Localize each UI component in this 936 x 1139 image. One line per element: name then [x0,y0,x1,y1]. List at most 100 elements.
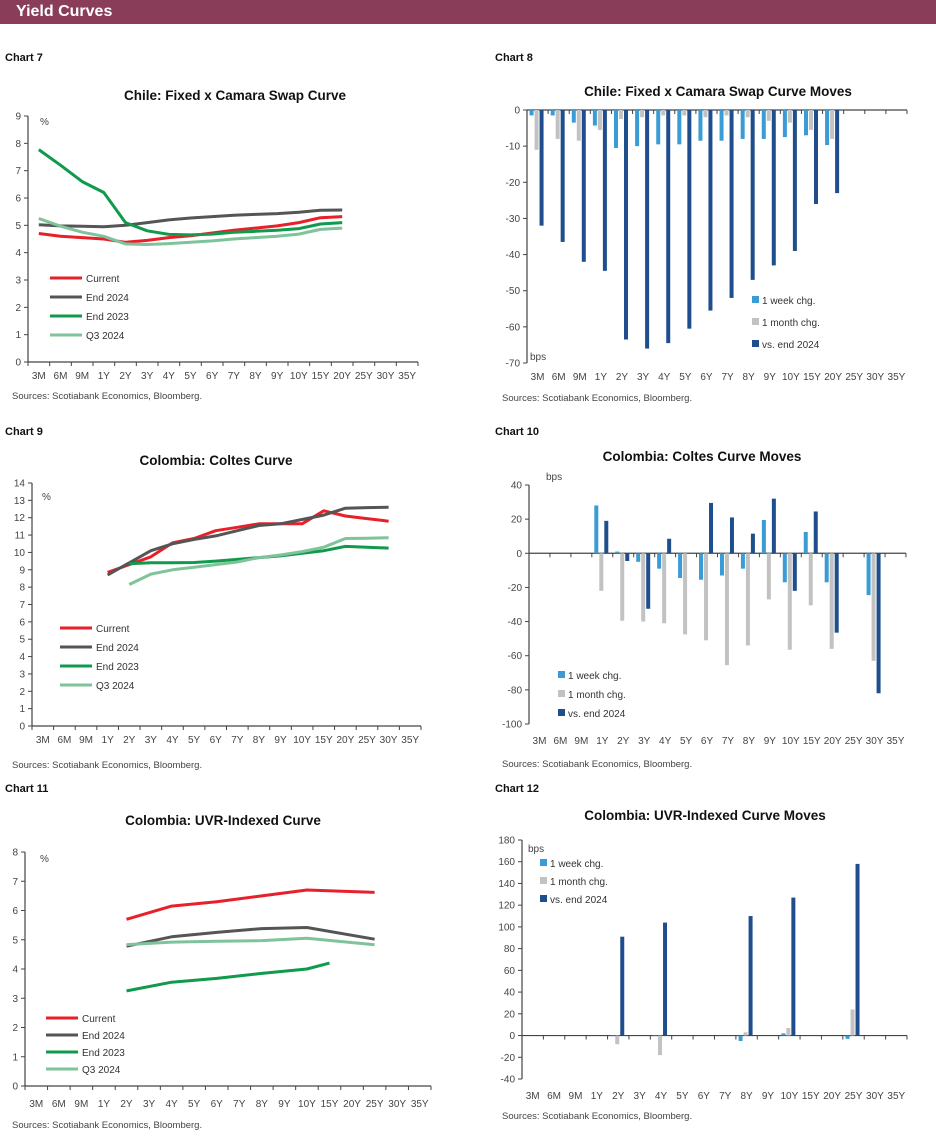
bar-1-month-chg- [704,553,709,641]
source-note: Sources: Scotiabank Economics, Bloomberg… [502,1111,692,1122]
bar-1-month-chg- [619,110,623,120]
series-line-end-2023 [126,961,330,993]
legend-label: Q3 2024 [86,331,125,342]
y-tick-label: 0 [514,106,520,117]
chart-colombia-coltes-curve: Colombia: Coltes Curve 0 1 2 3 4 5 6 7 8 9 10 11 12 13… [0,440,470,775]
x-tick-label: 20Y [824,372,842,383]
bar-1-week-chg- [845,1035,850,1039]
bar-vs-end-2024 [687,110,692,329]
bar-1-month-chg- [662,553,667,624]
x-tick-label: 25Y [845,736,863,747]
bar-vs-end-2024 [625,553,630,561]
legend-label: End 2023 [96,662,139,673]
legend-label: 1 month chg. [762,318,820,329]
y-tick-label: 1 [12,1052,18,1063]
x-tick-label: 10Y [298,1099,316,1110]
x-tick-label: 30Y [866,736,884,747]
y-tick-label: -60 [506,322,521,333]
x-tick-label: 9Y [274,735,287,746]
bar-1-week-chg- [825,110,830,146]
y-tick-label: 120 [498,901,515,912]
x-tick-label: 20Y [333,371,351,382]
y-tick-label: -50 [506,286,521,297]
bar-vs-end-2024 [602,110,607,271]
legend-label: Current [96,624,130,635]
x-tick-label: 35Y [398,371,416,382]
x-tick-label: 5Y [188,735,201,746]
bar-vs-end-2024 [791,897,796,1036]
x-tick-label: 1Y [98,371,111,382]
bar-1-week-chg- [866,553,871,596]
bar-1-week-chg- [550,110,555,116]
y-tick-label: 5 [19,635,25,646]
series-line-end-2024 [126,926,375,948]
x-tick-label: 15Y [315,735,333,746]
y-tick-label: 0 [19,722,25,733]
bar-1-week-chg- [738,1035,743,1041]
chart-8-label: Chart 8 [495,52,533,64]
chart-title: Colombia: Coltes Curve Moves [603,449,802,464]
y-tick-label: 2 [12,1023,18,1034]
x-tick-label: 8Y [249,371,262,382]
x-tick-label: 6Y [210,735,223,746]
chart-svg: Chile: Fixed x Camara Swap Curve Moves -7… [502,84,908,404]
y-tick-label: -20 [501,1053,516,1064]
legend-swatch [540,895,547,902]
bar-1-week-chg- [824,553,829,583]
bar-1-week-chg- [614,110,618,148]
x-tick-label: 20Y [823,1091,841,1102]
x-tick-label: 10Y [782,736,800,747]
bar-vs-end-2024 [855,863,860,1036]
bar-1-month-chg- [724,553,729,666]
x-tick-label: 25Y [366,1099,384,1110]
chart-chile-swap-curve: Chile: Fixed x Camara Swap Curve 0 1 2 3 4 5 6 7… [0,80,470,410]
legend-label: vs. end 2024 [550,895,608,906]
bar-1-month-chg- [534,110,539,150]
x-tick-label: 9M [75,371,89,382]
chart-9-label: Chart 9 [5,426,43,438]
x-tick-label: 9M [573,372,587,383]
legend-swatch [540,877,547,884]
x-tick-label: 6M [547,1091,561,1102]
bar-vs-end-2024 [581,110,586,262]
x-tick-label: 3M [32,371,46,382]
bar-vs-end-2024 [835,110,840,194]
bar-1-month-chg- [724,110,729,116]
x-tick-label: 15Y [802,1091,820,1102]
y-tick-label: 5 [12,935,18,946]
x-tick-label: 3Y [143,1099,156,1110]
bar-1-month-chg- [641,553,646,622]
x-tick-label: 6M [552,372,566,383]
bar-1-week-chg- [636,553,641,562]
y-tick-label: 7 [12,877,18,888]
legend-label: End 2024 [96,643,139,654]
bar-vs-end-2024 [750,110,755,280]
legend-label: Current [86,274,120,285]
x-tick-label: 35Y [887,736,905,747]
x-tick-label: 6Y [211,1099,224,1110]
bar-1-week-chg- [677,110,682,145]
legend-label: 1 week chg. [568,671,621,682]
x-tick-label: 3M [526,1091,540,1102]
x-tick-label: 1Y [595,372,608,383]
y-tick-label: 2 [15,303,21,314]
y-tick-label: 4 [12,965,18,976]
y-tick-label: -80 [508,685,523,696]
legend-label: 1 month chg. [550,877,608,888]
y-tick-label: 12 [14,513,26,524]
x-tick-label: 35Y [411,1099,429,1110]
y-tick-label: 4 [19,652,25,663]
bar-1-month-chg- [829,553,834,649]
x-tick-label: 6Y [698,1091,711,1102]
x-tick-label: 8Y [743,372,756,383]
x-tick-label: 4Y [163,371,176,382]
y-tick-label: 0 [509,1031,515,1042]
x-tick-label: 9M [74,1099,88,1110]
bar-1-week-chg- [635,110,640,147]
bar-1-week-chg- [782,110,787,138]
bar-1-week-chg- [657,553,662,569]
legend-swatch [752,318,759,325]
bar-1-week-chg- [740,110,745,139]
bar-vs-end-2024 [750,533,755,554]
